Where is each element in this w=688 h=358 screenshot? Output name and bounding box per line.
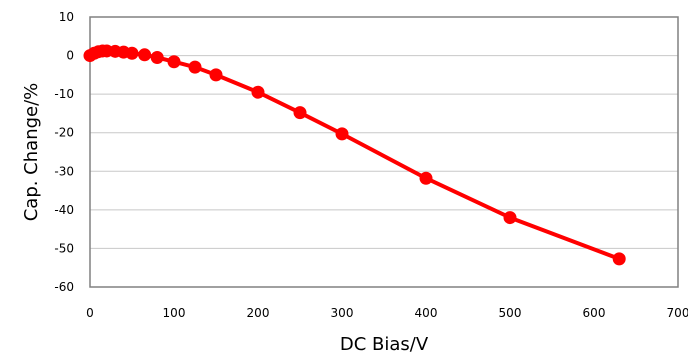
data-point: [150, 51, 164, 64]
y-tick-label: -40: [54, 203, 74, 217]
x-tick-labels: 0 100 200 300 400 500 600 700: [86, 306, 688, 320]
y-axis-title: Cap. Change/%: [21, 83, 42, 222]
x-tick-label: 600: [583, 306, 606, 320]
y-tick-label: -10: [54, 87, 74, 101]
data-point: [209, 68, 223, 82]
plot-area: [89, 16, 679, 288]
x-tick-label: 100: [163, 306, 186, 320]
data-point: [419, 171, 433, 185]
data-point: [138, 48, 152, 62]
x-tick-label: 300: [331, 306, 354, 320]
data-point: [335, 127, 349, 141]
series-layer: [83, 44, 626, 266]
data-point: [167, 55, 181, 69]
y-tick-label: -60: [54, 280, 74, 294]
data-point: [503, 211, 517, 225]
x-tick-label: 400: [415, 306, 438, 320]
data-point: [612, 252, 626, 266]
x-tick-label: 700: [667, 306, 688, 320]
data-point: [125, 46, 139, 60]
y-tick-label: 0: [66, 49, 74, 63]
data-point: [293, 106, 307, 120]
x-tick-label: 500: [499, 306, 522, 320]
series-line: [88, 48, 622, 261]
x-tick-label: 0: [86, 306, 94, 320]
y-tick-label: 10: [59, 10, 74, 24]
y-tick-label: -20: [54, 126, 74, 140]
y-tick-label: -50: [54, 241, 74, 255]
gridlines: [90, 55, 678, 249]
y-tick-labels: 10 0 -10 -20 -30 -40 -50 -60: [54, 10, 74, 294]
data-point: [188, 60, 202, 74]
y-tick-label: -30: [54, 164, 74, 178]
x-tick-label: 200: [247, 306, 270, 320]
x-axis-title: DC Bias/V: [340, 334, 429, 353]
data-point: [251, 85, 265, 99]
